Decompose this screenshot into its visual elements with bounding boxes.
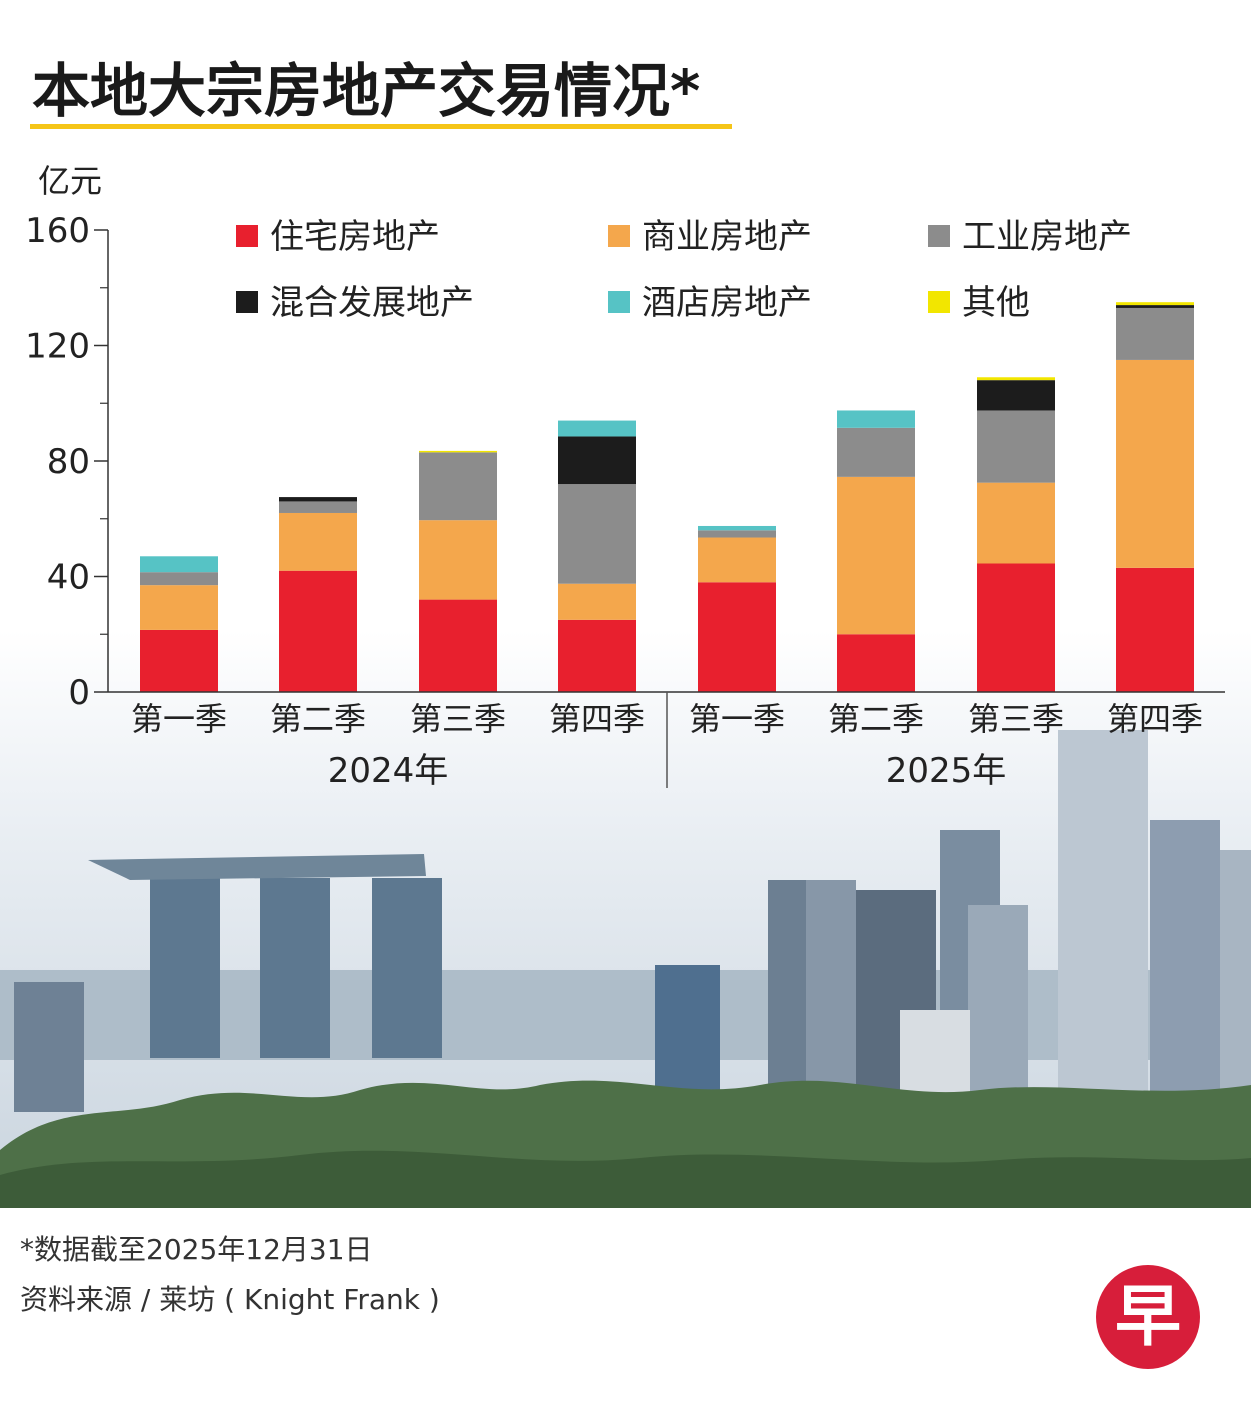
- skyline-photo: [0, 630, 1251, 1208]
- legend-swatch-residential: [236, 225, 258, 247]
- legend-swatch-industrial: [928, 225, 950, 247]
- bar-segment-commercial: [977, 482, 1055, 564]
- bar-segment-residential: [1116, 567, 1194, 692]
- legend-label: 住宅房地产: [270, 217, 440, 257]
- x-tick-label: 第二季: [270, 700, 366, 738]
- skyline-illustration: [0, 630, 1251, 1208]
- bar-segment-commercial: [837, 476, 915, 635]
- data-cutoff-note: *数据截至2025年12月31日: [20, 1233, 373, 1266]
- bar-segment-mixed: [1116, 305, 1194, 308]
- bar-segment-other: [419, 450, 497, 453]
- bar-segment-other: [977, 377, 1055, 381]
- year-group-label: 2025年: [886, 751, 1007, 791]
- bar-segment-mixed: [279, 497, 357, 502]
- bar-segment-industrial: [698, 530, 776, 538]
- bar-segment-hotel: [837, 410, 915, 428]
- y-tick-label: 120: [25, 327, 90, 367]
- bar-segment-industrial: [558, 484, 636, 584]
- bar-segment-industrial: [837, 427, 915, 477]
- x-tick-label: 第四季: [549, 700, 645, 738]
- bar-segment-commercial: [140, 585, 218, 630]
- legend-swatch-other: [928, 291, 950, 313]
- y-tick-label: 0: [68, 673, 90, 713]
- bar-segment-commercial: [1116, 359, 1194, 568]
- x-tick-label: 第一季: [689, 700, 785, 738]
- bar-segment-residential: [279, 570, 357, 692]
- legend-swatch-mixed: [236, 291, 258, 313]
- y-axis-unit: 亿元: [38, 162, 103, 200]
- bar-segment-industrial: [140, 572, 218, 586]
- source-note: 资料来源 / 莱坊 ( Knight Frank ): [20, 1283, 440, 1316]
- bar-segment-residential: [419, 599, 497, 692]
- bar-segment-industrial: [419, 452, 497, 521]
- bar-segment-commercial: [558, 583, 636, 620]
- x-tick-label: 第四季: [1107, 700, 1203, 738]
- x-tick-label: 第三季: [968, 700, 1064, 738]
- bar-segment-industrial: [977, 410, 1055, 483]
- bar-segment-residential: [698, 582, 776, 692]
- bar-segment-commercial: [698, 537, 776, 583]
- x-tick-label: 第二季: [828, 700, 924, 738]
- bar-segment-mixed: [558, 436, 636, 485]
- bar-segment-hotel: [140, 556, 218, 573]
- legend-label: 其他: [962, 283, 1030, 323]
- legend-label: 工业房地产: [962, 217, 1132, 257]
- legend-swatch-hotel: [608, 291, 630, 313]
- y-tick-label: 160: [25, 211, 90, 251]
- stacked-bar-chart: 0 40 80 120 160 第一季 第二季 第三季 第四季 第一季 第二季 第三季 第四季 2024年…: [25, 211, 1225, 791]
- bar-segment-residential: [837, 634, 915, 692]
- year-group-label: 2024年: [328, 751, 449, 791]
- legend-swatch-commercial: [608, 225, 630, 247]
- bar-segment-residential: [558, 619, 636, 692]
- title-underline: [30, 124, 732, 129]
- bar-segment-hotel: [558, 420, 636, 437]
- legend-label: 混合发展地产: [270, 283, 474, 323]
- x-tick-label: 第一季: [131, 700, 227, 738]
- bar-segment-commercial: [419, 520, 497, 600]
- legend-label: 酒店房地产: [642, 283, 812, 323]
- bar-segment-hotel: [698, 525, 776, 531]
- y-tick-label: 40: [47, 558, 90, 598]
- bar-segment-commercial: [279, 512, 357, 571]
- x-tick-label: 第三季: [410, 700, 506, 738]
- legend-label: 商业房地产: [642, 217, 812, 257]
- bar-segment-residential: [977, 563, 1055, 692]
- y-tick-label: 80: [47, 442, 90, 482]
- bar-segment-industrial: [1116, 307, 1194, 360]
- chart-title: 本地大宗房地产交易情况*: [32, 57, 701, 125]
- bar-segment-industrial: [279, 501, 357, 513]
- bar-segment-mixed: [977, 380, 1055, 411]
- bar-segment-other: [1116, 302, 1194, 306]
- bar-segment-residential: [140, 629, 218, 692]
- zaobao-logo: 早: [1096, 1265, 1200, 1369]
